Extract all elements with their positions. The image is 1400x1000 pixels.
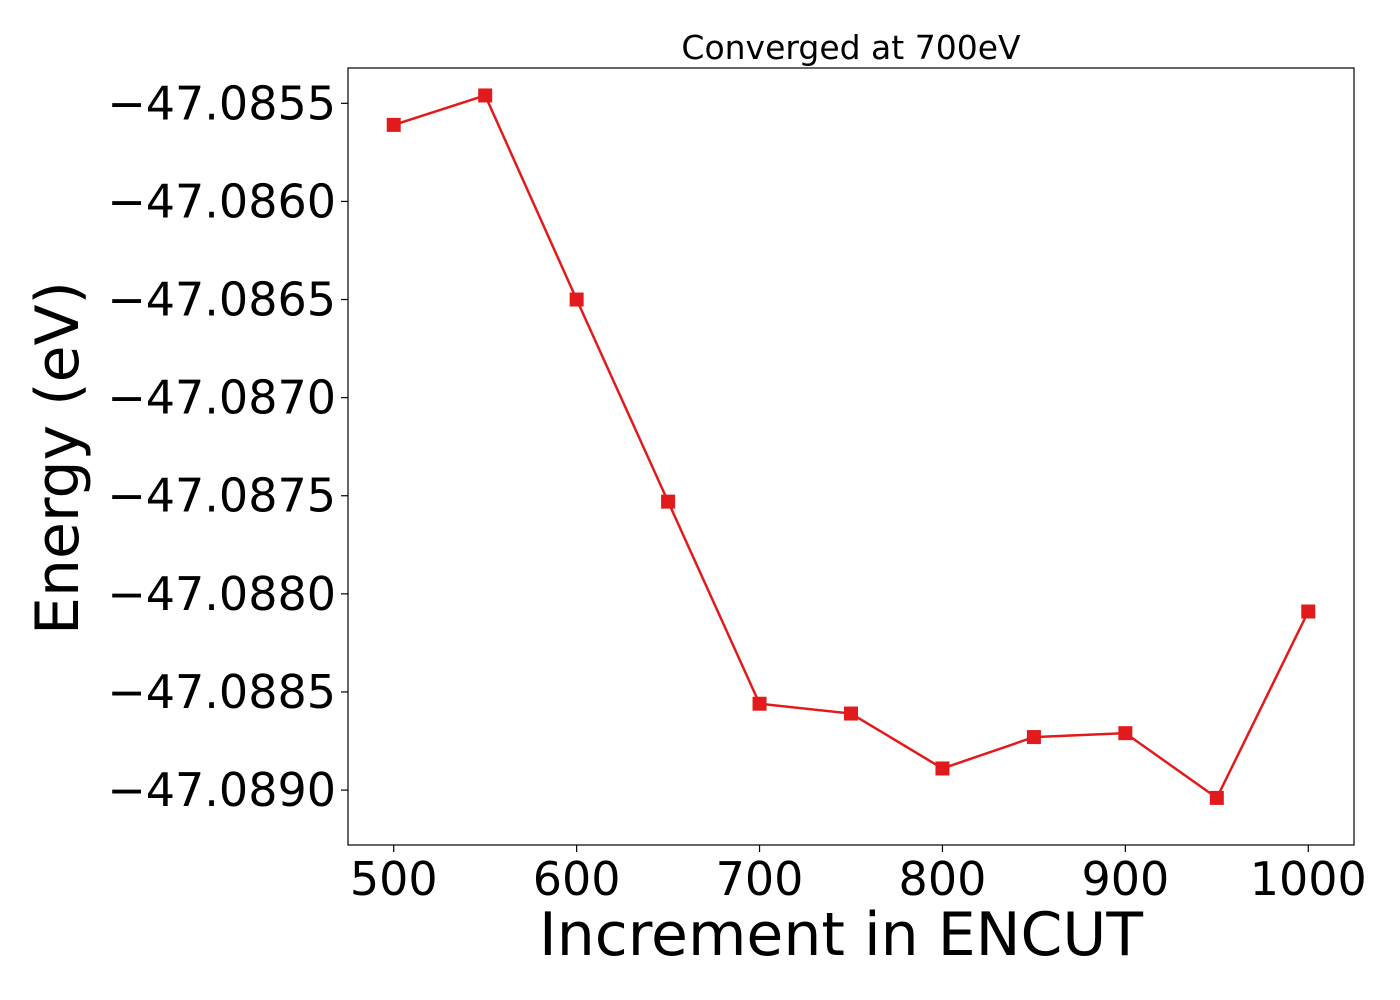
y-tick-label: −47.0875 [107, 469, 336, 523]
data-point-marker [752, 696, 767, 711]
data-point-marker [935, 761, 950, 776]
x-axis-ticks: 500 600 700 800 900 1000 [350, 845, 1367, 906]
data-point-marker [1118, 726, 1133, 741]
y-axis-label: Energy (eV) [23, 281, 93, 635]
y-tick-label: −47.0860 [107, 174, 336, 228]
data-point-marker [569, 292, 584, 307]
chart-title: Converged at 700eV [681, 28, 1021, 67]
x-tick-label: 900 [1081, 852, 1169, 906]
x-tick-label: 700 [716, 852, 804, 906]
data-point-marker [1209, 790, 1224, 805]
data-point-marker [844, 706, 858, 721]
data-point-marker [478, 88, 493, 103]
series-line [393, 93, 1310, 800]
series-group [386, 88, 1316, 805]
y-axis-ticks: −47.0855 −47.0860 −47.0865 −47.0870 −47.0875… [107, 76, 348, 817]
y-tick-label: −47.0880 [107, 567, 336, 621]
y-tick-label: −47.0870 [107, 371, 336, 425]
y-tick-label: −47.0885 [107, 665, 336, 719]
data-point-marker [1026, 730, 1041, 745]
y-tick-label: −47.0890 [107, 763, 336, 817]
data-point-marker [1301, 604, 1316, 619]
plot-frame [347, 67, 1355, 846]
x-axis-label: Increment in ENCUT [539, 900, 1143, 970]
x-tick-label: 500 [350, 852, 438, 906]
x-tick-label: 600 [533, 852, 621, 906]
data-point-marker [661, 494, 676, 509]
y-tick-label: −47.0855 [107, 76, 336, 130]
x-tick-label: 800 [899, 852, 987, 906]
y-tick-label: −47.0865 [107, 273, 336, 327]
x-tick-label: 1000 [1250, 852, 1367, 906]
data-point-marker [386, 117, 401, 132]
